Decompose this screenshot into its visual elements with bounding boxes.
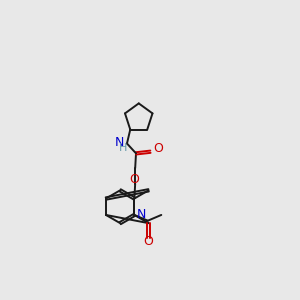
- Text: O: O: [129, 173, 139, 186]
- Text: N: N: [115, 136, 124, 148]
- Text: H: H: [118, 143, 127, 153]
- Text: O: O: [144, 235, 154, 248]
- Text: O: O: [153, 142, 163, 155]
- Text: N: N: [136, 208, 146, 221]
